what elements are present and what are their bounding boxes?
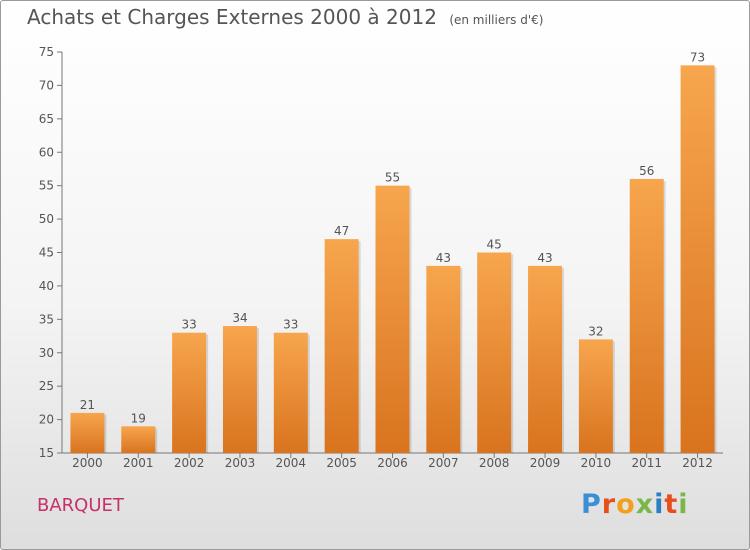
y-tick-label: 15	[39, 446, 54, 460]
bar-value-label: 73	[690, 50, 705, 64]
proxiti-logo: Proxiti	[581, 489, 689, 520]
x-tick-label: 2001	[123, 456, 154, 470]
bar-value-label: 32	[588, 324, 603, 338]
chart-unit: (en milliers d'€)	[449, 13, 544, 27]
bar-value-label: 43	[436, 251, 451, 265]
bar-2008	[477, 252, 512, 453]
y-tick-label: 70	[39, 78, 54, 92]
bar-2005	[324, 239, 359, 453]
bar-value-label: 19	[131, 411, 146, 425]
y-tick-label: 20	[39, 413, 54, 427]
x-tick-label: 2008	[479, 456, 510, 470]
bar-2003	[222, 326, 257, 453]
x-tick-label: 2012	[682, 456, 713, 470]
bar-2011	[629, 178, 664, 453]
bar-2001	[121, 426, 156, 453]
bar-value-label: 47	[334, 224, 349, 238]
x-tick-label: 2006	[377, 456, 408, 470]
x-tick-label: 2000	[72, 456, 103, 470]
x-tick-label: 2002	[174, 456, 205, 470]
bar-2009	[528, 265, 563, 453]
y-tick-label: 60	[39, 145, 54, 159]
y-tick-label: 45	[39, 246, 54, 260]
chart-title: Achats et Charges Externes 2000 à 2012 (…	[27, 5, 543, 29]
x-tick-label: 2010	[581, 456, 612, 470]
bar-value-label: 21	[80, 398, 95, 412]
x-tick-label: 2003	[225, 456, 256, 470]
x-tick-label: 2009	[530, 456, 561, 470]
x-tick-label: 2007	[428, 456, 459, 470]
y-tick-label: 75	[39, 45, 54, 59]
y-tick-label: 40	[39, 279, 54, 293]
bar-value-label: 55	[385, 171, 400, 185]
chart-title-text: Achats et Charges Externes 2000 à 2012	[27, 5, 437, 29]
bar-2010	[578, 339, 613, 453]
y-tick-label: 30	[39, 346, 54, 360]
logo-letter: o	[616, 489, 636, 520]
bar-2004	[273, 332, 308, 453]
bar-value-label: 33	[181, 318, 196, 332]
bar-value-label: 33	[283, 318, 298, 332]
x-tick-label: 2005	[326, 456, 357, 470]
bar-2012	[680, 65, 715, 453]
bar-value-label: 43	[537, 251, 552, 265]
x-tick-label: 2011	[631, 456, 662, 470]
y-tick-label: 35	[39, 312, 54, 326]
bar-value-label: 34	[232, 311, 247, 325]
bar-2002	[172, 332, 207, 453]
y-tick-label: 55	[39, 179, 54, 193]
bar-value-label: 45	[487, 238, 502, 252]
bar-value-label: 56	[639, 164, 654, 178]
commune-name: BARQUET	[37, 495, 124, 516]
bar-2007	[426, 265, 461, 453]
logo-letter: t	[664, 489, 679, 520]
logo-letter: P	[581, 489, 602, 520]
logo-letter: r	[601, 489, 617, 520]
logo-letter: x	[635, 489, 655, 520]
y-tick-label: 65	[39, 112, 54, 126]
bar-2000	[70, 412, 105, 453]
y-tick-label: 50	[39, 212, 54, 226]
y-tick-label: 25	[39, 379, 54, 393]
logo-letter: i	[678, 489, 689, 520]
bar-2006	[375, 185, 410, 453]
x-tick-label: 2004	[276, 456, 307, 470]
logo-letter: i	[654, 489, 665, 520]
